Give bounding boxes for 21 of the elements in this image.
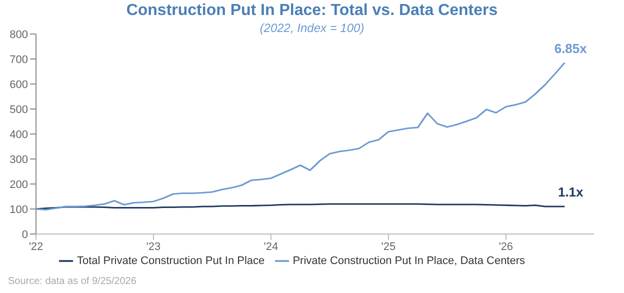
- y-tick-label: 700: [10, 54, 28, 66]
- annotation: 6.85x: [554, 40, 588, 56]
- chart-subtitle: (2022, Index = 100): [260, 21, 364, 35]
- y-tick-label: 600: [10, 78, 28, 91]
- x-tick-label: '22: [28, 240, 44, 253]
- legend-label: Total Private Construction Put In Place: [76, 254, 265, 267]
- y-tick-label: 0: [22, 228, 28, 241]
- legend-label: Private Construction Put In Place, Data Centers: [292, 254, 526, 267]
- y-tick-label: 200: [10, 178, 28, 191]
- annotation: 1.1x: [558, 184, 584, 200]
- y-tick-label: 400: [10, 128, 28, 141]
- x-tick-label: '24: [264, 240, 278, 253]
- x-tick-label: '26: [498, 240, 514, 253]
- source-note: Source: data as of 9/25/2026: [8, 276, 136, 287]
- y-tick-label: 100: [10, 204, 28, 216]
- y-tick-label: 300: [10, 154, 28, 166]
- x-tick-label: '25: [381, 240, 396, 253]
- x-tick-label: '23: [146, 240, 161, 253]
- y-tick-label: 800: [10, 28, 28, 41]
- chart-title: Construction Put In Place: Total vs. Data Centers: [125, 2, 499, 20]
- y-tick-label: 500: [10, 104, 28, 116]
